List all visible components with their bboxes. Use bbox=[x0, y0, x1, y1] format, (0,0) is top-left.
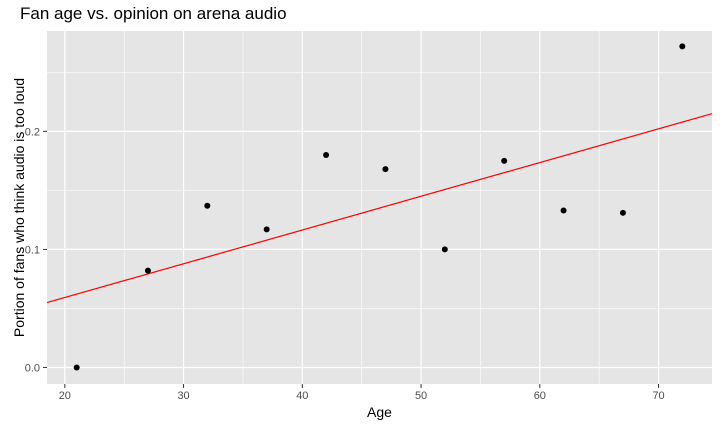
x-tick-label: 30 bbox=[177, 390, 189, 402]
x-tick-label: 20 bbox=[59, 390, 71, 402]
y-tick-label: 0.1 bbox=[25, 244, 40, 256]
x-tick-label: 70 bbox=[652, 390, 664, 402]
trend-line bbox=[46, 113, 713, 304]
data-point bbox=[382, 166, 389, 173]
chart-title: Fan age vs. opinion on arena audio bbox=[20, 4, 287, 23]
points-layer bbox=[73, 43, 686, 371]
minor-grid bbox=[47, 31, 712, 384]
x-tick-label: 60 bbox=[534, 390, 546, 402]
trend-layer bbox=[46, 113, 713, 304]
x-axis-title: Age bbox=[367, 404, 392, 420]
y-tick-label: 0.0 bbox=[25, 362, 40, 374]
data-point bbox=[144, 267, 151, 274]
data-point bbox=[441, 246, 448, 253]
y-tick-label: 0.2 bbox=[25, 126, 40, 138]
data-point bbox=[560, 207, 567, 214]
data-point bbox=[501, 157, 508, 164]
x-tick-label: 50 bbox=[415, 390, 427, 402]
major-grid bbox=[47, 31, 712, 384]
x-tick-label: 40 bbox=[296, 390, 308, 402]
y-axis-title: Portion of fans who think audio is too l… bbox=[11, 78, 27, 337]
data-point bbox=[679, 43, 686, 50]
data-point bbox=[619, 209, 626, 216]
x-axis-ticks: 20 30 40 50 60 70 bbox=[59, 384, 665, 402]
y-axis-ticks: 0.0 0.1 0.2 bbox=[25, 126, 47, 374]
data-point bbox=[73, 364, 80, 371]
data-point bbox=[323, 151, 330, 158]
data-point bbox=[204, 202, 211, 209]
data-point bbox=[263, 226, 270, 233]
